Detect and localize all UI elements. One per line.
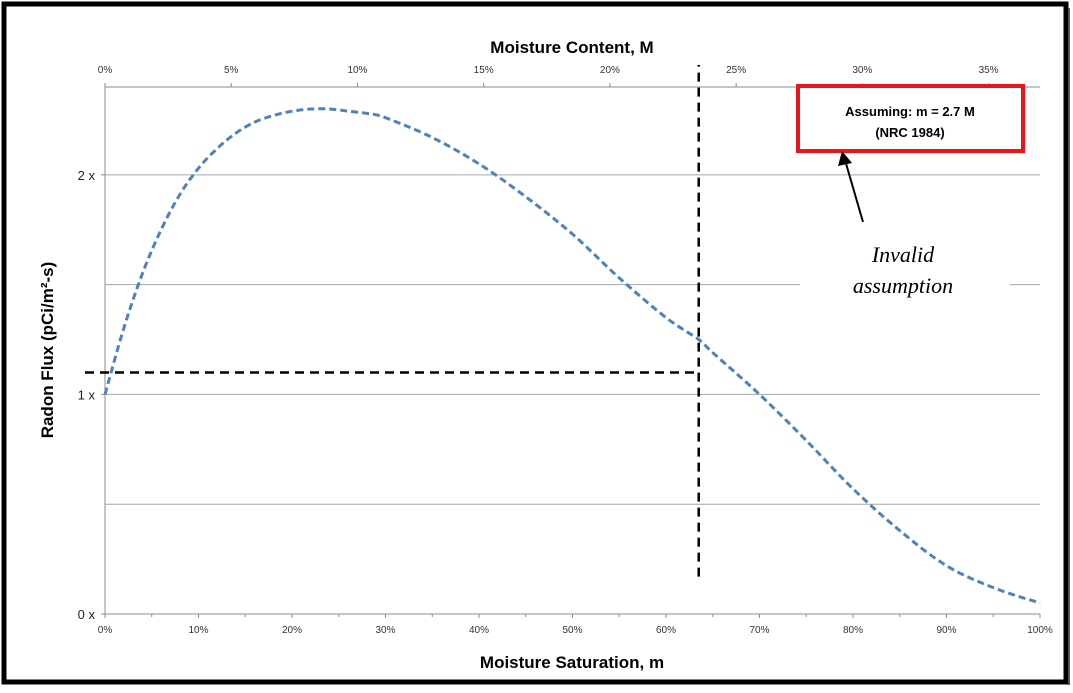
bottom-tick-label-7: 70% — [749, 625, 769, 636]
annotation-box-line1: Assuming: m = 2.7 M — [845, 104, 975, 119]
y-tick-label-1: 1 x — [78, 387, 96, 402]
bottom-tick-label-8: 80% — [843, 625, 863, 636]
bottom-tick-label-9: 90% — [936, 625, 956, 636]
top-tick-label-0: 0% — [98, 65, 113, 76]
bottom-tick-label-6: 60% — [656, 625, 676, 636]
top-tick-label-1: 5% — [224, 65, 239, 76]
y-ticks: 0 x 1 x 2 x — [78, 168, 105, 622]
top-tick-label-4: 20% — [600, 65, 620, 76]
callout-arrow-line — [844, 159, 864, 223]
bottom-tick-label-4: 40% — [469, 625, 489, 636]
callout-background — [800, 230, 1010, 308]
bottom-axis-title: Moisture Saturation, m — [480, 653, 664, 672]
annotation-box-line2: (NRC 1984) — [875, 125, 944, 140]
radon-flux-curve — [103, 107, 1041, 605]
callout-line1: Invalid — [871, 242, 935, 267]
top-tick-label-5: 25% — [726, 65, 746, 76]
top-tick-label-6: 30% — [852, 65, 872, 76]
bottom-tick-label-1: 10% — [188, 625, 208, 636]
y-tick-label-0: 0 x — [78, 607, 96, 622]
gridlines — [105, 174, 1040, 505]
bottom-tick-label-2: 20% — [282, 625, 302, 636]
bottom-tick-label-3: 30% — [375, 625, 395, 636]
top-axis-title: Moisture Content, M — [490, 38, 653, 57]
bottom-tick-label-5: 50% — [562, 625, 582, 636]
top-tick-label-7: 35% — [979, 65, 999, 76]
top-x-ticks: 0% 5% 10% 15% 20% 25% 30% 35% — [98, 65, 999, 87]
top-tick-label-3: 15% — [474, 65, 494, 76]
y-tick-label-2: 2 x — [78, 168, 96, 183]
bottom-tick-label-10: 100% — [1027, 625, 1053, 636]
bottom-x-ticks: 0% 10% 20% 30% 40% 50% 60% 70% 80% 90% 100% — [98, 614, 1053, 636]
callout-arrow-head — [838, 151, 852, 166]
top-tick-label-2: 10% — [347, 65, 367, 76]
bottom-tick-label-0: 0% — [98, 625, 113, 636]
annotation-box — [796, 84, 1025, 153]
y-axis-title: Radon Flux (pCi/m²-s) — [38, 262, 57, 439]
callout-line2: assumption — [853, 273, 953, 298]
